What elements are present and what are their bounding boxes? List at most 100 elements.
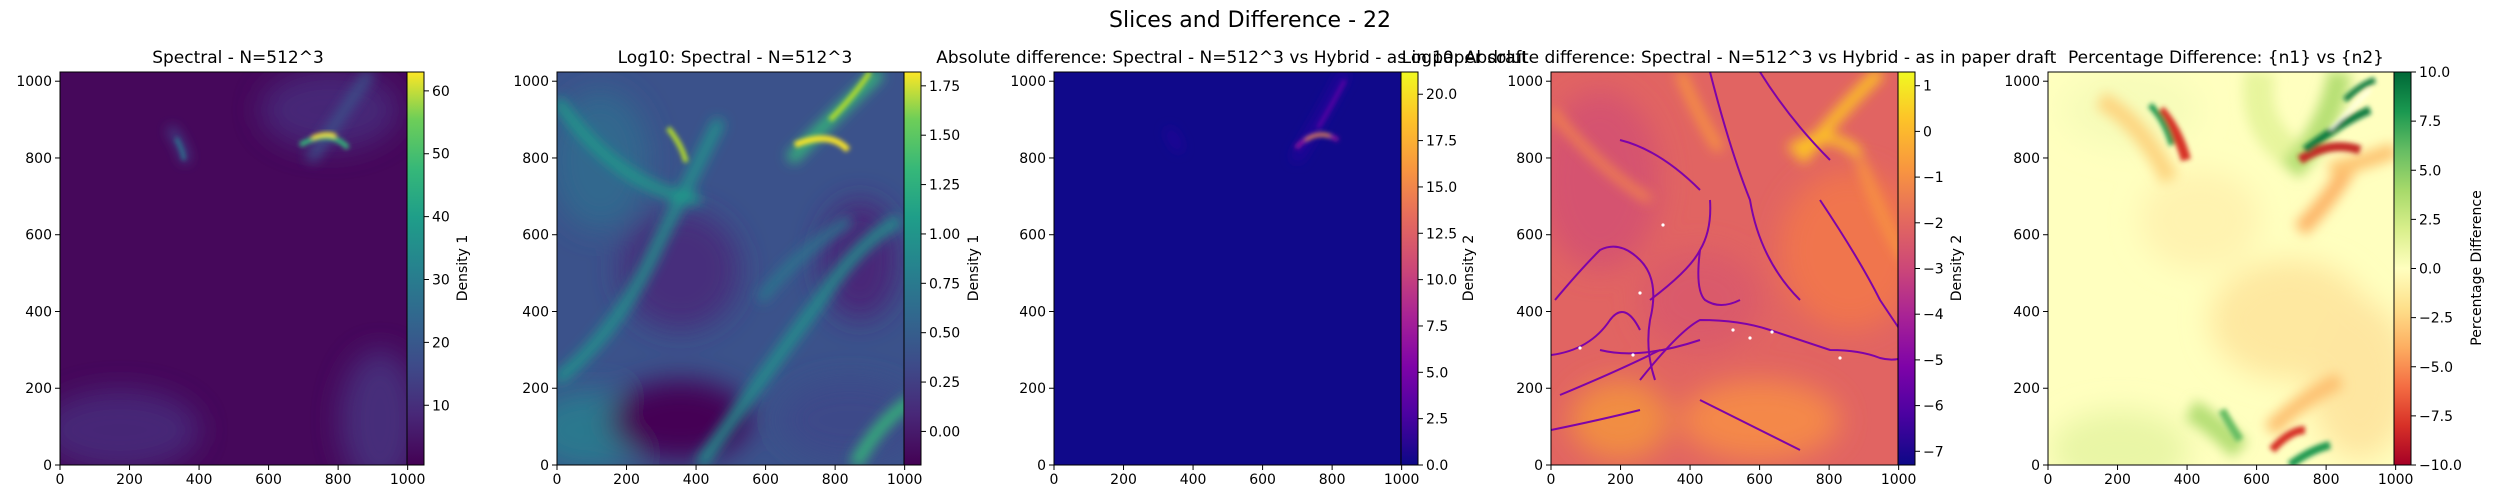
colorbar-tick-label: 0.75 <box>929 276 960 292</box>
x-tick-label: 400 <box>683 472 710 488</box>
colorbar-tick-label: 40 <box>432 210 450 226</box>
colorbar-tick-label: −4 <box>1923 307 1944 323</box>
colorbar-tick-label: −3 <box>1923 262 1944 278</box>
y-tick-label: 400 <box>2013 304 2040 320</box>
colorbar-tick-label: −7.5 <box>2419 409 2453 425</box>
y-tick-label: 800 <box>1019 151 1046 167</box>
colorbar-tick-label: 0.50 <box>929 326 960 342</box>
panel-title: Spectral - N=512^3 <box>152 48 324 68</box>
x-tick-label: 0 <box>2044 472 2053 488</box>
colorbar-tick-label: −2.5 <box>2419 311 2453 327</box>
colorbar <box>904 72 921 465</box>
panel-absolute-difference: Absolute difference: Spectral - N=512^3 … <box>936 48 1528 488</box>
colorbar-tick-label: 7.5 <box>2419 114 2441 130</box>
y-tick-label: 0 <box>540 458 549 474</box>
panel-log10-absolute-difference: Log10: Absolute difference: Spectral - N… <box>1402 48 2057 488</box>
y-tick-label: 200 <box>522 381 549 397</box>
heatmap-image <box>1054 72 1410 465</box>
colorbar-tick-label: 0.00 <box>929 424 960 440</box>
colorbar-label: Percentage Difference <box>2469 190 2485 345</box>
colorbar-tick-label: 12.5 <box>1426 226 1457 242</box>
y-tick-label: 0 <box>2031 458 2040 474</box>
y-tick-label: 1000 <box>1010 74 1046 90</box>
colorbar-tick-label: 10.0 <box>1426 273 1457 289</box>
colorbar-tick-label: 60 <box>432 84 450 100</box>
panel-title: Absolute difference: Spectral - N=512^3 … <box>936 48 1528 68</box>
x-tick-label: 600 <box>752 472 779 488</box>
y-tick-label: 0 <box>1037 458 1046 474</box>
y-tick-label: 200 <box>25 381 52 397</box>
y-tick-label: 400 <box>1516 304 1543 320</box>
colorbar-tick-label: −1 <box>1923 170 1944 186</box>
difference-dots <box>1578 223 1842 360</box>
x-tick-label: 600 <box>255 472 282 488</box>
colorbar-tick-label: 10.0 <box>2419 65 2450 81</box>
colorbar-tick-label: −5 <box>1923 353 1944 369</box>
colorbar-label: Density 1 <box>966 235 982 302</box>
figure-title: Slices and Difference - 22 <box>1109 8 1391 33</box>
heatmap-image <box>2048 72 2404 465</box>
y-tick-label: 600 <box>1516 228 1543 244</box>
colorbar-label: Density 2 <box>1461 235 1477 302</box>
x-tick-label: 200 <box>613 472 640 488</box>
difference-filaments <box>1551 72 1907 451</box>
y-tick-label: 800 <box>2013 151 2040 167</box>
x-tick-label: 1000 <box>390 472 426 488</box>
colorbar <box>1898 72 1915 465</box>
colorbar-tick-label: 1.25 <box>929 178 960 194</box>
y-tick-label: 200 <box>1019 381 1046 397</box>
colorbar <box>1401 72 1418 465</box>
y-tick-label: 1000 <box>16 74 52 90</box>
panel-percentage-difference: Percentage Difference: {n1} vs {n2} <box>2004 48 2485 488</box>
panel-spectral: Spectral - N=512^3 0 200 400 600 800 1000 0 20… <box>16 48 471 488</box>
colorbar-tick-label: 30 <box>432 273 450 289</box>
x-tick-label: 200 <box>2104 472 2131 488</box>
y-tick-label: 1000 <box>2004 74 2040 90</box>
y-tick-label: 600 <box>1019 228 1046 244</box>
colorbar-tick-label: 2.5 <box>2419 212 2441 228</box>
x-tick-label: 0 <box>1050 472 1059 488</box>
colorbar-tick-label: 0 <box>1923 124 1932 140</box>
colorbar-tick-label: 0.25 <box>929 375 960 391</box>
y-tick-label: 600 <box>2013 228 2040 244</box>
panel-title: Log10: Spectral - N=512^3 <box>618 48 853 68</box>
x-tick-label: 800 <box>2313 472 2340 488</box>
x-tick-label: 0 <box>553 472 562 488</box>
colorbar-tick-label: −7 <box>1923 444 1944 460</box>
y-tick-label: 400 <box>1019 304 1046 320</box>
colorbar-tick-label: 10 <box>432 398 450 414</box>
x-tick-label: 400 <box>1180 472 1207 488</box>
y-tick-label: 400 <box>25 304 52 320</box>
y-tick-label: 0 <box>1534 458 1543 474</box>
y-tick-label: 200 <box>1516 381 1543 397</box>
y-tick-label: 0 <box>43 458 52 474</box>
x-tick-label: 800 <box>822 472 849 488</box>
x-tick-label: 600 <box>2243 472 2270 488</box>
x-tick-label: 400 <box>1677 472 1704 488</box>
colorbar-tick-label: 1.50 <box>929 128 960 144</box>
heatmap-image <box>1551 72 1907 465</box>
x-tick-label: 200 <box>1607 472 1634 488</box>
colorbar-tick-label: 20 <box>432 335 450 351</box>
colorbar-tick-label: 17.5 <box>1426 134 1457 150</box>
colorbar-tick-label: −10.0 <box>2419 458 2462 474</box>
heatmap-image <box>557 72 913 465</box>
y-tick-label: 800 <box>1516 151 1543 167</box>
x-tick-label: 800 <box>1319 472 1346 488</box>
colorbar-label: Density 2 <box>1949 235 1965 302</box>
colorbar-tick-label: 1.00 <box>929 227 960 243</box>
x-tick-label: 600 <box>1249 472 1276 488</box>
y-tick-label: 600 <box>25 228 52 244</box>
y-tick-label: 1000 <box>513 74 549 90</box>
colorbar-tick-label: 5.0 <box>2419 163 2441 179</box>
x-tick-label: 400 <box>186 472 213 488</box>
y-tick-label: 200 <box>2013 381 2040 397</box>
y-tick-label: 400 <box>522 304 549 320</box>
colorbar-tick-label: 0.0 <box>1426 458 1448 474</box>
panel-title: Log10: Absolute difference: Spectral - N… <box>1402 48 2057 68</box>
heatmap-image <box>60 72 416 465</box>
colorbar-tick-label: 2.5 <box>1426 412 1448 428</box>
colorbar-tick-label: −6 <box>1923 399 1944 415</box>
x-tick-label: 200 <box>116 472 143 488</box>
